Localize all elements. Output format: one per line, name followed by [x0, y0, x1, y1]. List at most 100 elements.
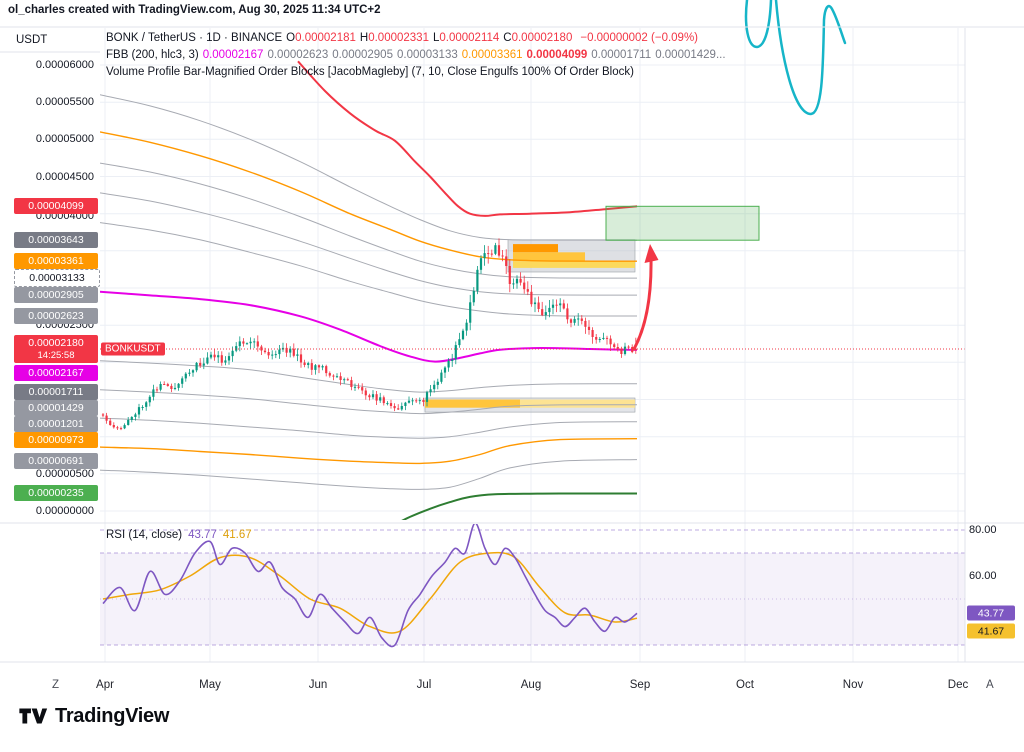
order-block-zones: [424, 239, 636, 413]
fbb-level-value: 0.00004099: [526, 49, 588, 61]
tradingview-logo[interactable]: TradingView: [18, 704, 169, 728]
ohlc-values: O0.00002181 H0.00002331 L0.00002114 C0.0000…: [286, 32, 576, 44]
fbb-lower-382: [100, 360, 638, 393]
rsi-pane: [100, 524, 965, 648]
tradingview-logo-text: TradingView: [55, 704, 170, 727]
time-axis-month-label: Dec: [947, 679, 969, 691]
trend-arrow-drawing[interactable]: [632, 244, 659, 351]
fbb-lower-886: [100, 459, 638, 490]
order-block-lower-gold-pale: [520, 399, 635, 408]
price-line-symbol-label: BONKUSDT: [101, 342, 165, 356]
rsi-axis-label: 60.00: [969, 570, 997, 582]
time-axis-month-label: Jul: [416, 679, 432, 691]
rsi-axis-badge: 41.67: [967, 623, 1015, 639]
volume-profile-legend-row[interactable]: Volume Profile Bar-Magnified Order Block…: [106, 64, 734, 81]
rsi-axis-badge: 43.77: [967, 605, 1015, 621]
freehand-cyan-drawing[interactable]: [744, 0, 847, 116]
candles: [101, 238, 637, 431]
rsi-title[interactable]: RSI (14, close): [106, 529, 183, 541]
fbb-level-value: 0.00001711: [591, 49, 652, 61]
rsi-ma-value: 41.67: [222, 529, 252, 541]
ohlc-letter: L: [432, 32, 440, 44]
fbb-level-value: 0.00001429...: [655, 49, 726, 61]
time-axis-month-label: Oct: [736, 679, 754, 691]
fbb-level-value: 0.00003133: [396, 49, 458, 61]
ohlc-letter: C: [503, 32, 512, 44]
fbb-lower-1000: [401, 492, 637, 520]
order-block-upper-gold: [513, 252, 585, 262]
order-block-upper-gold-long: [513, 261, 635, 268]
volume-profile-title: Volume Profile Bar-Magnified Order Block…: [106, 66, 634, 78]
price-badge-time: 14:25:58: [37, 349, 75, 361]
order-block-upper-orange: [513, 244, 558, 253]
price-axis-label: 0.00005500: [35, 96, 94, 108]
fbb-level-value: 0.00002623: [267, 49, 329, 61]
time-axis-month-label: Sep: [629, 679, 651, 691]
rsi-ma-line: [102, 551, 638, 634]
fbb-basis: [100, 290, 638, 363]
price-axis-label: 0.00000000: [35, 505, 94, 517]
price-axis-currency[interactable]: USDT: [16, 34, 48, 46]
ohlc-letter: H: [359, 32, 369, 44]
tradingview-mark-icon: [19, 708, 48, 724]
fbb-upper-886: [100, 94, 638, 241]
time-axis-month-label: Jun: [308, 679, 328, 691]
fbb-lower-500: [100, 389, 638, 415]
fbb-legend-row[interactable]: FBB (200, hlc3, 3) 0.00002167 0.00002623 0.…: [106, 47, 734, 64]
fbb-level-value: 0.00002905: [332, 49, 393, 61]
rsi-legend-row[interactable]: RSI (14, close) 43.77 41.67: [106, 529, 258, 541]
fbb-lower-618: [100, 417, 638, 439]
change-value: −0.00000002 (−0.09%): [580, 32, 699, 44]
price-badge: 0.00001201: [14, 415, 98, 433]
target-zone-box[interactable]: [605, 205, 760, 241]
price-badge: 0.00001429: [14, 399, 98, 417]
ohlc-number: 0.00002114: [439, 32, 500, 44]
time-axis-month-label: May: [199, 679, 221, 691]
attribution-text: ol_charles created with TradingView.com,…: [8, 4, 381, 16]
rsi-line: [102, 524, 638, 648]
order-block-lower-gold: [425, 399, 520, 408]
pane-separators: [0, 26, 1024, 663]
symbol-legend-row[interactable]: BONK / TetherUS · 1D · BINANCE O0.0000218…: [106, 30, 734, 47]
rsi-axis-label: 80.00: [969, 524, 997, 536]
fbb-values: 0.00002167 0.00002623 0.00002905 0.00003133…: [203, 49, 730, 61]
fbb-upper-500: [100, 192, 638, 296]
fbb-level-value: 0.00002167: [202, 49, 264, 61]
price-axis-label: 0.00000500: [35, 468, 94, 480]
price-badge: 0.00000691: [14, 452, 98, 470]
fbb-level-value: 0.00003361: [461, 49, 523, 61]
price-badge: 0.00002905: [14, 286, 98, 304]
price-badge: 0.00003133: [14, 268, 100, 288]
price-badge: 0.00002180 14:25:58: [14, 335, 98, 363]
fbb-upper-1000: [297, 60, 638, 217]
price-badge: 0.00003643: [14, 231, 98, 249]
fbb-lower-764: [100, 438, 638, 465]
symbol-title[interactable]: BONK / TetherUS · 1D · BINANCE: [106, 32, 283, 44]
price-badge: 0.00004099: [14, 197, 98, 215]
price-badge: 0.00000973: [14, 431, 98, 449]
price-badge: 0.00003361: [14, 252, 98, 270]
ohlc-number: 0.00002181: [295, 32, 356, 44]
price-badge: 0.00001711: [14, 383, 98, 401]
price-badge: 0.00000235: [14, 484, 98, 502]
legend-block: BONK / TetherUS · 1D · BINANCE O0.0000218…: [106, 30, 734, 81]
price-axis-label: 0.00006000: [35, 59, 94, 71]
fbb-title[interactable]: FBB (200, hlc3, 3): [106, 49, 199, 61]
ohlc-letter: O: [286, 32, 296, 44]
price-badge: 0.00002167: [14, 364, 98, 382]
rsi-value: 43.77: [188, 529, 217, 541]
time-axis-left-corner: Z: [52, 679, 60, 691]
price-axis-label: 0.00005000: [35, 133, 94, 145]
fbb-upper-382: [100, 222, 638, 317]
time-axis-month-label: Apr: [96, 679, 114, 691]
price-axis-label: 0.00004500: [35, 171, 94, 183]
rsi-band-fill: [100, 553, 965, 645]
ohlc-number: 0.00002331: [368, 32, 429, 44]
time-axis-month-label: Aug: [520, 679, 542, 691]
price-badge: 0.00002623: [14, 307, 98, 325]
time-axis-right-corner: A: [986, 679, 994, 691]
time-axis-month-label: Nov: [842, 679, 864, 691]
ohlc-number: 0.00002180: [511, 32, 573, 44]
